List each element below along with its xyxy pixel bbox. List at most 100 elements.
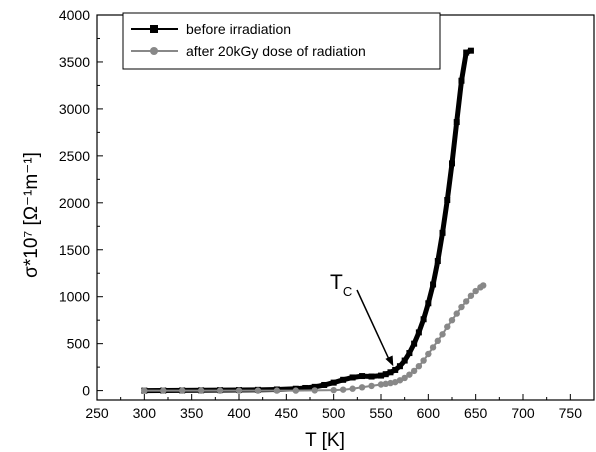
y-tick-label: 0	[82, 383, 90, 399]
data-point	[463, 298, 470, 305]
data-point	[368, 382, 375, 390]
data-point	[339, 386, 347, 393]
data-point	[472, 287, 479, 295]
x-tick-label: 550	[369, 405, 393, 421]
data-point	[292, 387, 299, 394]
data-point	[368, 373, 375, 380]
x-tick-label: 400	[227, 405, 251, 421]
data-point	[273, 387, 281, 394]
legend: before irradiation after 20kGy dose of ra…	[122, 12, 441, 70]
data-point	[387, 379, 394, 387]
arrow-head	[385, 355, 394, 367]
data-point	[425, 350, 432, 358]
data-point	[311, 383, 318, 390]
data-point	[448, 316, 456, 324]
data-point	[411, 340, 418, 347]
x-tick-label: 700	[511, 405, 535, 421]
x-axis: 250 300 350 400 450 500 550 600 650 700 750	[85, 394, 582, 421]
data-point	[392, 366, 399, 373]
x-tick-label: 300	[133, 405, 157, 421]
y-tick-label: 3000	[59, 101, 90, 117]
series-1	[141, 47, 474, 394]
x-axis-label: T [K]	[305, 430, 345, 451]
x-tick-label: 350	[180, 405, 204, 421]
series-line	[144, 48, 472, 394]
data-point	[434, 337, 441, 345]
data-point	[349, 374, 356, 381]
data-point	[330, 386, 337, 394]
data-point	[141, 387, 148, 394]
legend-item: before irradiation	[131, 21, 291, 37]
data-point	[406, 350, 413, 357]
data-point	[359, 373, 366, 380]
data-point	[410, 367, 418, 375]
y-tick-label: 4000	[59, 7, 90, 23]
data-point	[425, 300, 432, 307]
x-tick-label: 600	[417, 405, 441, 421]
data-point	[382, 380, 389, 388]
data-point	[302, 384, 309, 391]
annotation-arrow	[356, 289, 391, 363]
annotation-label: TC	[330, 271, 352, 299]
series-layer	[141, 47, 487, 394]
data-point	[160, 387, 167, 394]
data-point	[458, 303, 465, 311]
data-point	[449, 160, 455, 167]
x-tick-label: 450	[275, 405, 299, 421]
data-point	[420, 316, 427, 323]
data-point	[179, 387, 186, 394]
y-axis: 0 500 1000 1500 2000 2500 3000 3500 4000	[59, 7, 103, 399]
data-point	[396, 377, 404, 384]
data-point	[453, 119, 460, 126]
data-point	[439, 331, 446, 338]
data-point	[330, 379, 337, 386]
x-tick-label: 750	[559, 405, 583, 421]
y-tick-label: 500	[67, 336, 91, 352]
data-point	[444, 196, 451, 203]
legend-box	[122, 12, 441, 70]
data-point	[358, 384, 366, 391]
data-point	[321, 381, 328, 388]
data-point	[311, 387, 318, 394]
legend-label: before irradiation	[186, 21, 291, 37]
x-tick-label: 250	[85, 405, 109, 421]
data-point	[401, 357, 408, 364]
data-point	[467, 47, 474, 54]
data-point	[434, 258, 441, 265]
data-point	[458, 77, 465, 84]
x-tick-label: 500	[322, 405, 346, 421]
data-point	[340, 376, 347, 383]
plot-border	[96, 14, 595, 401]
data-point	[444, 323, 451, 330]
y-tick-label: 2000	[59, 195, 90, 211]
data-point	[467, 292, 475, 299]
legend-label: after 20kGy dose of radiation	[186, 43, 366, 59]
x-tick-label: 650	[464, 405, 488, 421]
series-2	[141, 282, 487, 394]
data-point	[415, 329, 422, 336]
legend-item: after 20kGy dose of radiation	[131, 43, 366, 59]
data-point	[254, 387, 262, 394]
tc-annotation: TC	[330, 271, 394, 367]
y-tick-label: 1500	[59, 242, 90, 258]
data-point	[197, 387, 205, 394]
data-point	[463, 49, 470, 56]
legend-marker	[150, 25, 158, 33]
data-point	[349, 385, 356, 392]
data-point	[453, 310, 460, 317]
data-point	[216, 387, 224, 394]
data-point	[420, 357, 427, 364]
y-tick-label: 1000	[59, 289, 90, 305]
data-point	[235, 387, 243, 394]
data-point	[406, 371, 413, 378]
data-point	[378, 372, 384, 379]
data-point	[382, 371, 389, 378]
plot-frame	[96, 14, 595, 401]
data-point	[430, 281, 437, 288]
data-point	[401, 374, 408, 382]
legend-marker	[150, 47, 158, 55]
series-line	[144, 284, 484, 392]
data-point	[387, 369, 394, 376]
data-point	[439, 229, 446, 236]
